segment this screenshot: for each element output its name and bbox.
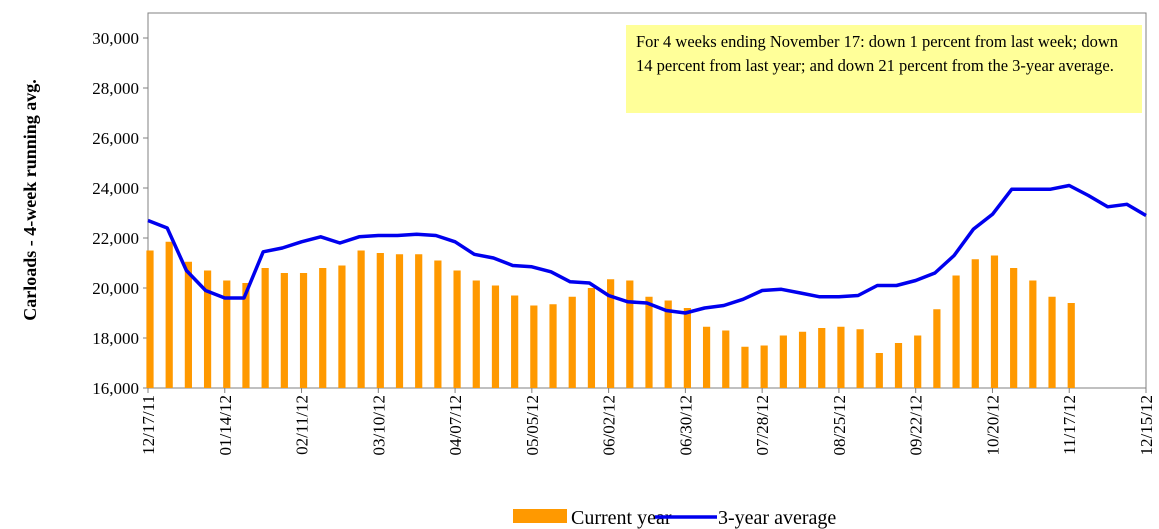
x-tick-label: 10/20/12 (983, 395, 1002, 455)
bar (223, 280, 231, 388)
bar (952, 275, 960, 388)
bar (434, 260, 442, 388)
legend-swatch (513, 509, 567, 523)
bar (607, 279, 615, 388)
annotation: For 4 weeks ending November 17: down 1 p… (626, 25, 1142, 113)
x-tick-label: 04/07/12 (446, 395, 465, 455)
x-tick-label: 07/28/12 (753, 395, 772, 455)
bar (491, 285, 500, 388)
bar (760, 345, 768, 388)
bar (376, 253, 384, 388)
bar (1048, 296, 1056, 388)
x-tick-label: 06/30/12 (676, 395, 695, 455)
bar (798, 331, 807, 388)
bar (1067, 303, 1075, 388)
bar (1029, 280, 1037, 388)
bar (242, 283, 250, 388)
bar (818, 328, 826, 388)
bar (146, 250, 154, 388)
bar (722, 330, 730, 388)
bar (395, 254, 404, 388)
y-tick-label: 28,000 (92, 79, 139, 98)
bar (319, 268, 327, 388)
bar (933, 309, 941, 388)
x-tick-label: 02/11/12 (293, 395, 312, 455)
y-tick-label: 22,000 (92, 229, 139, 248)
bar (261, 268, 269, 388)
bar (914, 335, 922, 388)
bar (415, 254, 423, 388)
x-tick-label: 12/17/11 (139, 395, 158, 455)
x-tick-label: 06/02/12 (600, 395, 619, 455)
bar (626, 280, 634, 388)
bar (1010, 268, 1018, 388)
bar (549, 304, 557, 388)
x-tick-label: 08/25/12 (830, 395, 849, 455)
y-tick-label: 30,000 (92, 29, 139, 48)
bar (203, 270, 212, 388)
bar (779, 335, 787, 388)
bar (587, 288, 596, 388)
bar (338, 265, 346, 388)
y-axis-label: Carloads - 4-week running avg. (20, 79, 40, 321)
x-tick-label: 11/17/12 (1060, 395, 1079, 455)
bar (664, 300, 672, 388)
bar (280, 273, 288, 388)
x-tick-label: 05/05/12 (523, 395, 542, 455)
bar (184, 261, 192, 388)
bar (856, 329, 864, 388)
bar (894, 343, 903, 388)
bar (645, 296, 653, 388)
bar (299, 273, 308, 388)
bar (530, 305, 538, 388)
bar (837, 326, 845, 388)
line (147, 183, 1147, 315)
y-tick-label: 16,000 (92, 379, 139, 398)
bar (568, 296, 576, 388)
bar (875, 353, 883, 388)
y-tick-label: 24,000 (92, 179, 139, 198)
bar (741, 346, 749, 388)
bar (702, 326, 711, 388)
legend-label: Current year (571, 507, 672, 529)
y-tick-label: 18,000 (92, 329, 139, 348)
x-tick-label: 12/15/12 (1137, 395, 1156, 455)
bar (971, 259, 979, 388)
bar (511, 295, 519, 388)
bar (165, 241, 173, 388)
y-tick-label: 20,000 (92, 279, 139, 298)
bar (472, 280, 480, 388)
bar (453, 270, 461, 388)
x-tick-label: 09/22/12 (907, 395, 926, 455)
bar (683, 308, 691, 388)
x-tick-label: 03/10/12 (369, 395, 388, 455)
legend-label: 3-year average (718, 507, 836, 529)
y-tick-label: 26,000 (92, 129, 139, 148)
bar (990, 255, 999, 388)
bar (357, 250, 365, 388)
x-tick-label: 01/14/12 (216, 395, 235, 455)
